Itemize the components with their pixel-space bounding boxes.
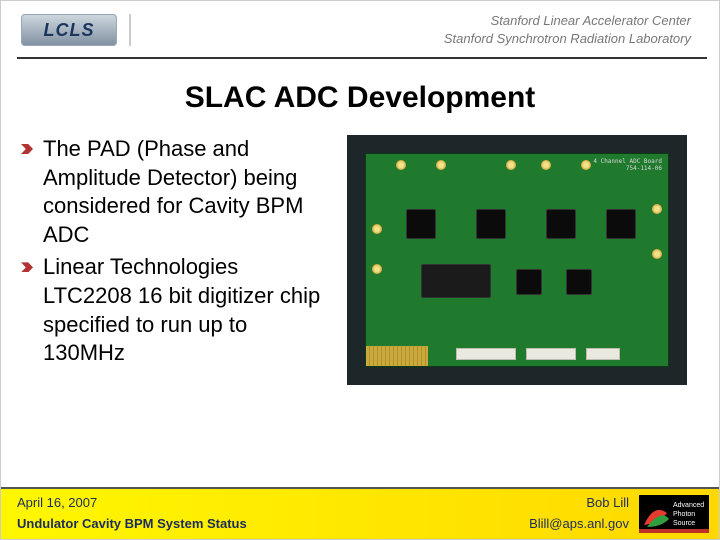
content-row: The PAD (Phase and Amplitude Detector) b… bbox=[1, 115, 719, 385]
bullet-item: The PAD (Phase and Amplitude Detector) b… bbox=[21, 135, 331, 249]
edge-connector-icon bbox=[366, 346, 428, 366]
sma-connector-icon bbox=[396, 160, 406, 170]
aps-text-top: Advanced bbox=[673, 502, 704, 509]
pcb-label-line2: 754-114-06 bbox=[593, 165, 662, 172]
sma-connector-icon bbox=[652, 249, 662, 259]
pcb-board: 4 Channel ADC Board 754-114-06 bbox=[365, 153, 669, 367]
pcb-silkscreen-label: 4 Channel ADC Board 754-114-06 bbox=[593, 158, 662, 172]
footer-author: Bob Lill bbox=[529, 493, 629, 514]
footer-bar: April 16, 2007 Undulator Cavity BPM Syst… bbox=[1, 489, 719, 539]
header-line2: Stanford Synchrotron Radiation Laborator… bbox=[143, 30, 691, 48]
ic-chip-icon bbox=[516, 269, 542, 295]
sma-connector-icon bbox=[372, 224, 382, 234]
lcls-logo-text: LCLS bbox=[44, 20, 95, 41]
ic-chip-icon bbox=[566, 269, 592, 295]
ic-chip-icon bbox=[476, 209, 506, 239]
footer-email: Blill@aps.anl.gov bbox=[529, 514, 629, 535]
bullet-item: Linear Technologies LTC2208 16 bit digit… bbox=[21, 253, 331, 367]
bullet-list: The PAD (Phase and Amplitude Detector) b… bbox=[21, 135, 331, 385]
slide: LCLS Stanford Linear Accelerator Center … bbox=[0, 0, 720, 540]
ic-chip-icon bbox=[546, 209, 576, 239]
aps-text-mid: Photon bbox=[673, 511, 695, 518]
header-right: Stanford Linear Accelerator Center Stanf… bbox=[143, 12, 699, 47]
aps-logo: Advanced Photon Source bbox=[639, 495, 709, 533]
footer-left: April 16, 2007 Undulator Cavity BPM Syst… bbox=[1, 493, 439, 535]
pcb-label-line1: 4 Channel ADC Board bbox=[593, 158, 662, 165]
pcb-photo: 4 Channel ADC Board 754-114-06 bbox=[347, 135, 687, 385]
sma-connector-icon bbox=[581, 160, 591, 170]
footer-author-block: Bob Lill Blill@aps.anl.gov bbox=[529, 493, 629, 535]
ic-chip-icon bbox=[406, 209, 436, 239]
ic-chip-icon bbox=[606, 209, 636, 239]
sma-connector-icon bbox=[436, 160, 446, 170]
lcls-logo: LCLS bbox=[21, 14, 117, 46]
footer-date: April 16, 2007 bbox=[17, 493, 439, 514]
sma-connector-icon bbox=[541, 160, 551, 170]
sma-connector-icon bbox=[652, 204, 662, 214]
footer-subtitle: Undulator Cavity BPM System Status bbox=[17, 514, 439, 535]
header: LCLS Stanford Linear Accelerator Center … bbox=[1, 1, 719, 59]
footer-right: Bob Lill Blill@aps.anl.gov Advanced Phot… bbox=[439, 493, 719, 535]
fpga-chip-icon bbox=[421, 264, 491, 298]
sma-connector-icon bbox=[372, 264, 382, 274]
slide-title: SLAC ADC Development bbox=[1, 81, 719, 115]
header-connector-icon bbox=[526, 348, 576, 360]
header-connector-icon bbox=[456, 348, 516, 360]
header-line1: Stanford Linear Accelerator Center bbox=[143, 12, 691, 30]
aps-text-bot: Source bbox=[673, 520, 695, 527]
sma-connector-icon bbox=[506, 160, 516, 170]
header-underline bbox=[17, 57, 707, 59]
header-connector-icon bbox=[586, 348, 620, 360]
header-separator bbox=[129, 14, 131, 46]
